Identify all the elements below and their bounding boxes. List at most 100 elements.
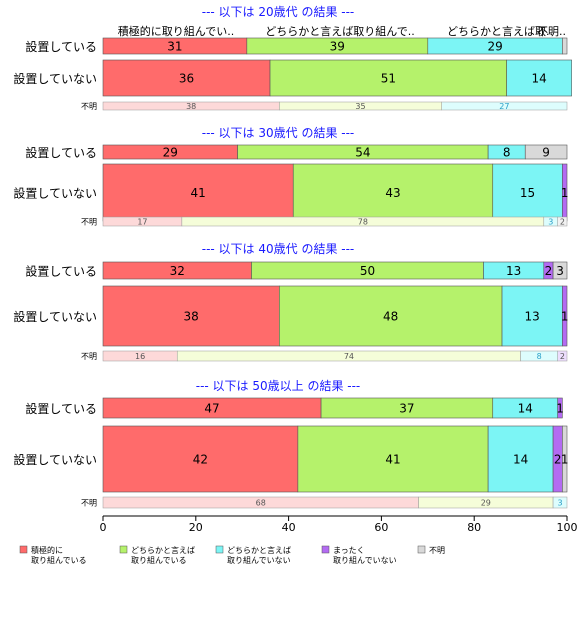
panel-title: --- 以下は 20歳代 の結果 --- xyxy=(202,5,355,19)
bar-segment xyxy=(102,59,271,97)
bar-segment xyxy=(492,163,563,222)
data-label: 2 xyxy=(560,352,565,361)
row-label: 不明 xyxy=(81,102,97,111)
legend-label: どちらかと言えば xyxy=(131,545,195,555)
data-label: 3 xyxy=(548,218,553,227)
panel-title: --- 以下は 40歳代 の結果 --- xyxy=(202,242,355,256)
row-label: 設置していない xyxy=(13,71,97,86)
legend-swatch xyxy=(321,545,330,554)
bar-segment xyxy=(552,496,568,509)
panel-title: --- 以下は 30歳代 の結果 --- xyxy=(202,126,355,140)
legend-swatch xyxy=(119,545,128,554)
x-tick-label: 100 xyxy=(557,521,578,534)
data-label: 14 xyxy=(532,72,547,86)
row-label: 設置していない xyxy=(13,186,97,201)
legend-swatch xyxy=(417,545,426,554)
legend-label: 取り組んでいない xyxy=(333,555,397,565)
legend-label: どちらかと言えば xyxy=(227,545,291,555)
row-label: 設置している xyxy=(25,264,97,279)
data-label: 54 xyxy=(355,146,370,160)
bar-segment xyxy=(102,285,280,347)
x-tick-label: 0 xyxy=(100,521,107,534)
bar-segment xyxy=(562,425,568,493)
data-label: 1 xyxy=(561,186,569,200)
data-label: 3 xyxy=(556,264,564,278)
column-header: 積極的に取り組んでい.. xyxy=(118,24,234,38)
bar-segment xyxy=(557,216,568,227)
bar-segment xyxy=(297,425,489,493)
data-label: 38 xyxy=(184,310,199,324)
legend-label: 取り組んでいる xyxy=(31,555,87,565)
bar-segment xyxy=(557,350,568,362)
data-label: 14 xyxy=(513,453,528,467)
bar-segment xyxy=(441,101,568,111)
data-label: 43 xyxy=(385,186,400,200)
row-label: 不明 xyxy=(81,499,97,508)
data-label: 38 xyxy=(186,102,196,111)
legend-swatch xyxy=(19,545,28,554)
x-tick-label: 60 xyxy=(374,521,388,534)
bar-segment xyxy=(562,37,568,55)
legend-label: まったく xyxy=(333,546,365,555)
bar-segment xyxy=(557,397,563,419)
data-label: 1 xyxy=(556,402,564,416)
legend-label: 取り組んでいない xyxy=(227,555,291,565)
data-label: 29 xyxy=(163,146,178,160)
data-label: 1 xyxy=(561,310,569,324)
x-tick-label: 40 xyxy=(282,521,296,534)
bar-segment xyxy=(501,285,563,347)
legend-label: 取り組んでいる xyxy=(131,555,187,565)
data-label: 39 xyxy=(330,40,345,54)
data-label: 29 xyxy=(487,40,502,54)
legend-swatch xyxy=(215,545,224,554)
data-label: 13 xyxy=(506,264,521,278)
row-label: 設置していない xyxy=(13,309,97,324)
x-tick-label: 80 xyxy=(467,521,481,534)
data-label: 2 xyxy=(554,453,562,467)
data-label: 15 xyxy=(520,186,535,200)
data-label: 2 xyxy=(560,218,565,227)
data-label: 16 xyxy=(135,352,145,361)
bar-segment xyxy=(562,285,568,347)
data-label: 48 xyxy=(383,310,398,324)
data-label: 1 xyxy=(561,453,569,467)
data-label: 9 xyxy=(542,146,550,160)
legend-label: 不明 xyxy=(429,546,445,555)
data-label: 74 xyxy=(344,352,354,361)
data-label: 32 xyxy=(170,264,185,278)
column-header: 不明.. xyxy=(537,25,566,38)
panel-title: --- 以下は 50歳以上 の結果 --- xyxy=(196,379,361,393)
row-label: 設置している xyxy=(25,401,97,416)
row-label: 不明 xyxy=(81,218,97,227)
data-label: 14 xyxy=(518,402,533,416)
legend-label: 積極的に xyxy=(31,545,63,555)
data-label: 8 xyxy=(503,146,511,160)
row-label: 設置していない xyxy=(13,452,97,467)
data-label: 29 xyxy=(481,499,491,508)
data-label: 3 xyxy=(557,499,562,508)
bar-segment xyxy=(552,261,568,280)
data-label: 17 xyxy=(137,218,147,227)
data-label: 50 xyxy=(360,264,375,278)
bar-segment xyxy=(102,425,299,493)
data-label: 42 xyxy=(193,453,208,467)
bar-segment xyxy=(292,163,494,222)
bar-segment xyxy=(524,144,568,160)
x-tick-label: 20 xyxy=(189,521,203,534)
data-label: 2 xyxy=(545,264,553,278)
data-label: 8 xyxy=(537,352,542,361)
data-label: 35 xyxy=(355,102,365,111)
bar-segment xyxy=(506,59,572,97)
row-label: 設置している xyxy=(25,39,97,54)
row-label: 不明 xyxy=(81,352,97,361)
data-label: 37 xyxy=(399,402,414,416)
bar-segment xyxy=(487,425,554,493)
bar-segment xyxy=(269,59,507,97)
data-label: 51 xyxy=(381,72,396,86)
data-label: 41 xyxy=(190,186,205,200)
data-label: 68 xyxy=(256,499,266,508)
data-label: 27 xyxy=(499,102,509,111)
data-label: 78 xyxy=(358,218,368,227)
